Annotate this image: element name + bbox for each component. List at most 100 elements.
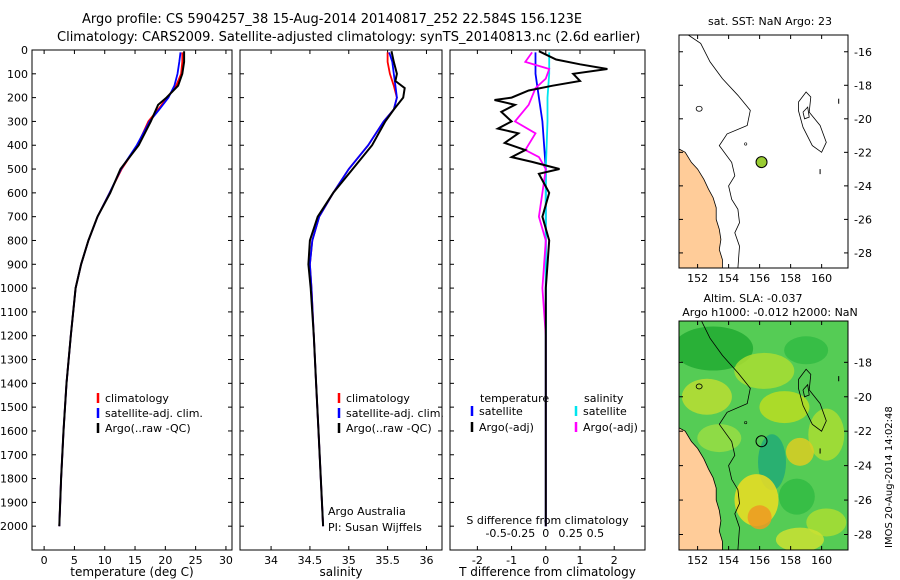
legend-label: satellite <box>479 405 523 418</box>
sst-map-content <box>679 35 848 268</box>
map-x-tick-label: 160 <box>811 554 832 567</box>
reef-contour-small <box>802 383 810 398</box>
temperature-profile-panel: 0 5 10 15 20 25 30 temperature (deg C) 0 100 200 30… <box>0 44 233 579</box>
y-tick-label: 1400 <box>0 377 28 390</box>
map-x-tick-label: 154 <box>718 272 739 285</box>
series-t-argo <box>494 50 608 527</box>
series-argo <box>58 51 186 527</box>
sla-anomaly-blob <box>784 336 829 365</box>
island-contour <box>695 105 703 112</box>
y-tick-label: 1300 <box>0 354 28 367</box>
x-tick-label: 34.5 <box>298 554 323 567</box>
sla-anomaly-blob <box>785 437 814 466</box>
y-tick-label: 200 <box>7 92 28 105</box>
island-contour <box>744 421 748 425</box>
map-y-tick-label: -20 <box>854 391 872 404</box>
isobath-contour <box>688 35 751 268</box>
legend-header-temperature: temperature <box>480 392 549 405</box>
map-y-tick-label: -22 <box>854 425 872 438</box>
sla-anomaly-blob <box>681 378 732 415</box>
y-tick-label: 2000 <box>0 520 28 533</box>
map-y-tick-label: -22 <box>854 146 872 159</box>
y-tick-label: 800 <box>7 234 28 247</box>
legend-label: Argo(..raw -QC) <box>105 422 191 435</box>
sla-anomaly-blob <box>697 424 742 453</box>
reef-contour <box>798 368 827 432</box>
map-y-tick-label: -18 <box>854 356 872 369</box>
map-frame <box>678 34 849 269</box>
y-tick-label: 600 <box>7 187 28 200</box>
sla-anomaly-blob <box>734 352 795 389</box>
map-x-tick-label: 154 <box>718 554 739 567</box>
title-line-1: Argo profile: CS 5904257_38 15-Aug-2014 … <box>82 12 583 27</box>
y-tick-label: 900 <box>7 258 28 271</box>
salinity-profile-frame <box>239 49 443 551</box>
legend-header-salinity: salinity <box>584 392 624 405</box>
map-y-tick-label: -28 <box>854 529 872 542</box>
legend-label: climatology <box>346 392 410 405</box>
sst-map-panel: 152 154 156 158 160 -16 -18 -20 -22 -24 -26 -28 <box>678 34 872 285</box>
y-tick-label: 1200 <box>0 330 28 343</box>
annotation-line-2: PI: Susan Wijffels <box>328 521 422 534</box>
salinity-profile-panel: 34 34.5 35 35.5 36 salinity <box>239 49 443 579</box>
legend-label: satellite-adj. clim. <box>346 407 444 420</box>
x-tick-label: 1 <box>577 554 584 567</box>
s-diff-tick-label: 0.25 <box>558 527 583 540</box>
map-y-tick-label: -28 <box>854 247 872 260</box>
sla-anomaly-blob <box>775 527 824 550</box>
sla-anomaly-blob <box>806 508 847 537</box>
sla-anomaly-blob <box>778 478 815 515</box>
legend-label: Argo(-adj) <box>479 421 534 434</box>
annotation-line-1: Argo Australia <box>328 505 406 518</box>
legend-label: satellite <box>583 405 627 418</box>
map-x-tick-label: 156 <box>749 554 770 567</box>
x-tick-label: 20 <box>158 554 172 567</box>
x-axis-label: temperature (deg C) <box>70 565 193 579</box>
y-tick-label: 1900 <box>0 496 28 509</box>
x-tick-label: 5 <box>71 554 78 567</box>
map-y-tick-label: -24 <box>854 180 872 193</box>
x-tick-label: 15 <box>128 554 142 567</box>
imos-timestamp-label: IMOS 20-Aug-2014 14:02:48 <box>884 406 895 548</box>
map-x-tick-label: 156 <box>749 272 770 285</box>
island-contour <box>744 142 748 146</box>
x-tick-label: 30 <box>219 554 233 567</box>
y-tick-label: 1800 <box>0 473 28 486</box>
x-tick-label: 25 <box>189 554 203 567</box>
reef-contour <box>798 91 827 153</box>
y-tick-label: 100 <box>7 68 28 81</box>
map-x-tick-label: 158 <box>780 554 801 567</box>
island-contour <box>695 383 703 390</box>
x-tick-label: 35 <box>342 554 356 567</box>
legend-label: Argo(..raw -QC) <box>346 422 432 435</box>
x-axis-label: salinity <box>319 565 362 579</box>
reef-contour-small <box>802 106 810 120</box>
sla-anomaly-blob <box>679 326 754 371</box>
y-tick-label: 1100 <box>0 306 28 319</box>
map-y-tick-label: -24 <box>854 460 872 473</box>
x-axis-label: T difference from climatology <box>458 565 636 579</box>
y-tick-label: 1000 <box>0 282 28 295</box>
sla-anomaly-blob <box>759 391 810 424</box>
legend-label: Argo(-adj) <box>583 421 638 434</box>
map-x-tick-label: 152 <box>687 554 708 567</box>
map-y-tick-label: -26 <box>854 494 872 507</box>
sla-map-title-1: Altim. SLA: -0.037 <box>703 292 802 305</box>
x-tick-label: 10 <box>98 554 112 567</box>
map-y-tick-label: -26 <box>854 213 872 226</box>
s-diff-tick-label: -0.25 <box>507 527 535 540</box>
x-tick-label: -2 <box>472 554 483 567</box>
legend-label: satellite-adj. clim. <box>105 407 203 420</box>
sla-anomaly-blob <box>808 408 845 461</box>
map-x-tick-label: 158 <box>780 272 801 285</box>
x-tick-label: 0 <box>542 554 549 567</box>
y-tick-label: 400 <box>7 139 28 152</box>
sla-map-title-2: Argo h1000: -0.012 h2000: NaN <box>682 306 858 319</box>
sla-map-panel: 152 154 156 158 160 -18 -20 -22 -24 -26 -28 <box>678 320 872 567</box>
title-line-2: Climatology: CARS2009. Satellite-adjuste… <box>57 30 641 45</box>
series-argo <box>307 50 406 527</box>
y-tick-label: 0 <box>21 44 28 57</box>
y-tick-label: 1600 <box>0 425 28 438</box>
isobath-contour <box>701 321 751 550</box>
x-tick-label: 36 <box>419 554 433 567</box>
